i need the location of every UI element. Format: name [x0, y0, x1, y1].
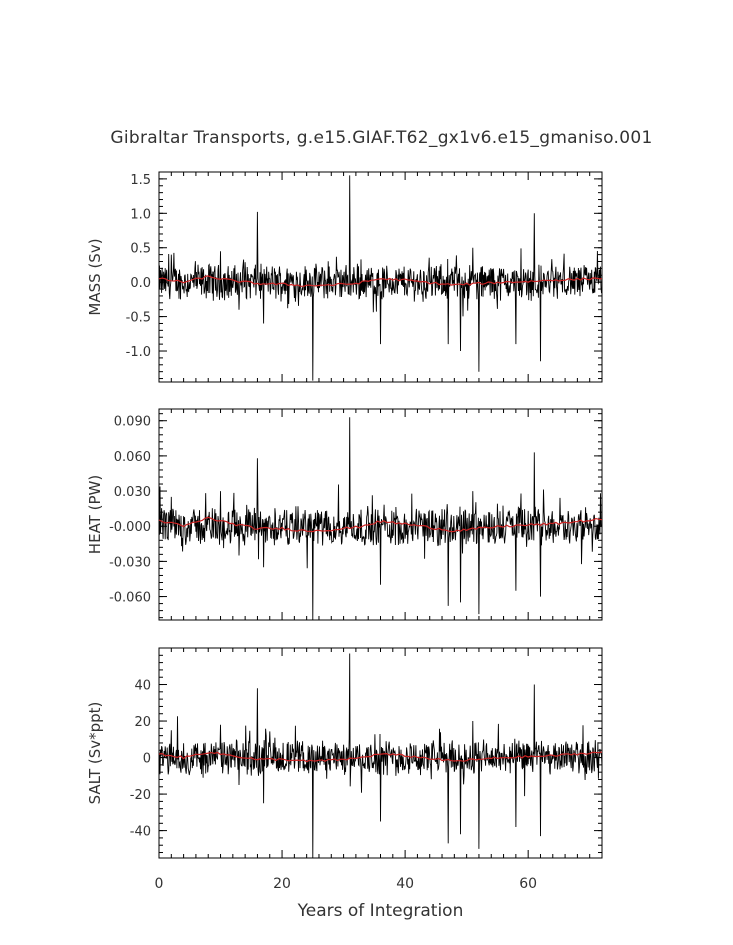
panel-2-ylabel: HEAT (PW) — [86, 475, 104, 554]
panel-1-series-smoothed — [158, 275, 603, 287]
panel-2-ytick-label: 0.060 — [114, 450, 151, 465]
panel-2-series-monthly — [158, 417, 603, 621]
panel-2-series-smoothed — [158, 516, 603, 533]
panel-3-series-smoothed — [158, 751, 603, 763]
chart-title: Gibraltar Transports, g.e15.GIAF.T62_gx1… — [110, 128, 653, 148]
panel-1-ytick-label: 1.5 — [130, 173, 151, 188]
panel-3-ytick-label: 0 — [143, 752, 151, 767]
panel-3-series-monthly — [158, 653, 603, 859]
x-tick-label: 20 — [273, 876, 291, 892]
panel-2-ytick-label: -0.030 — [109, 555, 151, 570]
panel-3-ytick-label: 40 — [134, 679, 151, 694]
x-tick-label: 60 — [519, 876, 537, 892]
x-tick-label: 40 — [396, 876, 414, 892]
panel-2-ytick-label: 0.090 — [114, 415, 151, 430]
panel-1-ylabel: MASS (Sv) — [86, 238, 104, 315]
panel-1-ytick-label: -1.0 — [126, 345, 151, 360]
panel-3-ytick-label: -40 — [130, 825, 151, 840]
panel-2-ytick-label: 0.030 — [114, 485, 151, 500]
panel-3-ytick-label: 20 — [134, 715, 151, 730]
panel-1-ytick-label: 0.0 — [130, 276, 151, 291]
panel-1-ytick-label: -0.5 — [126, 311, 151, 326]
panel-1-ytick-label: 1.0 — [130, 207, 151, 222]
x-axis-label: Years of Integration — [297, 901, 464, 921]
panel-2-ytick-label: -0.000 — [109, 520, 151, 535]
panel-2-ytick-label: -0.060 — [109, 591, 151, 606]
x-tick-label: 0 — [155, 876, 164, 892]
panel-1-series-monthly — [158, 175, 603, 381]
panel-3-ylabel: SALT (Sv*ppt) — [86, 702, 104, 805]
panel-3-ytick-label: -20 — [130, 788, 151, 803]
panel-1-ytick-label: 0.5 — [130, 242, 151, 257]
